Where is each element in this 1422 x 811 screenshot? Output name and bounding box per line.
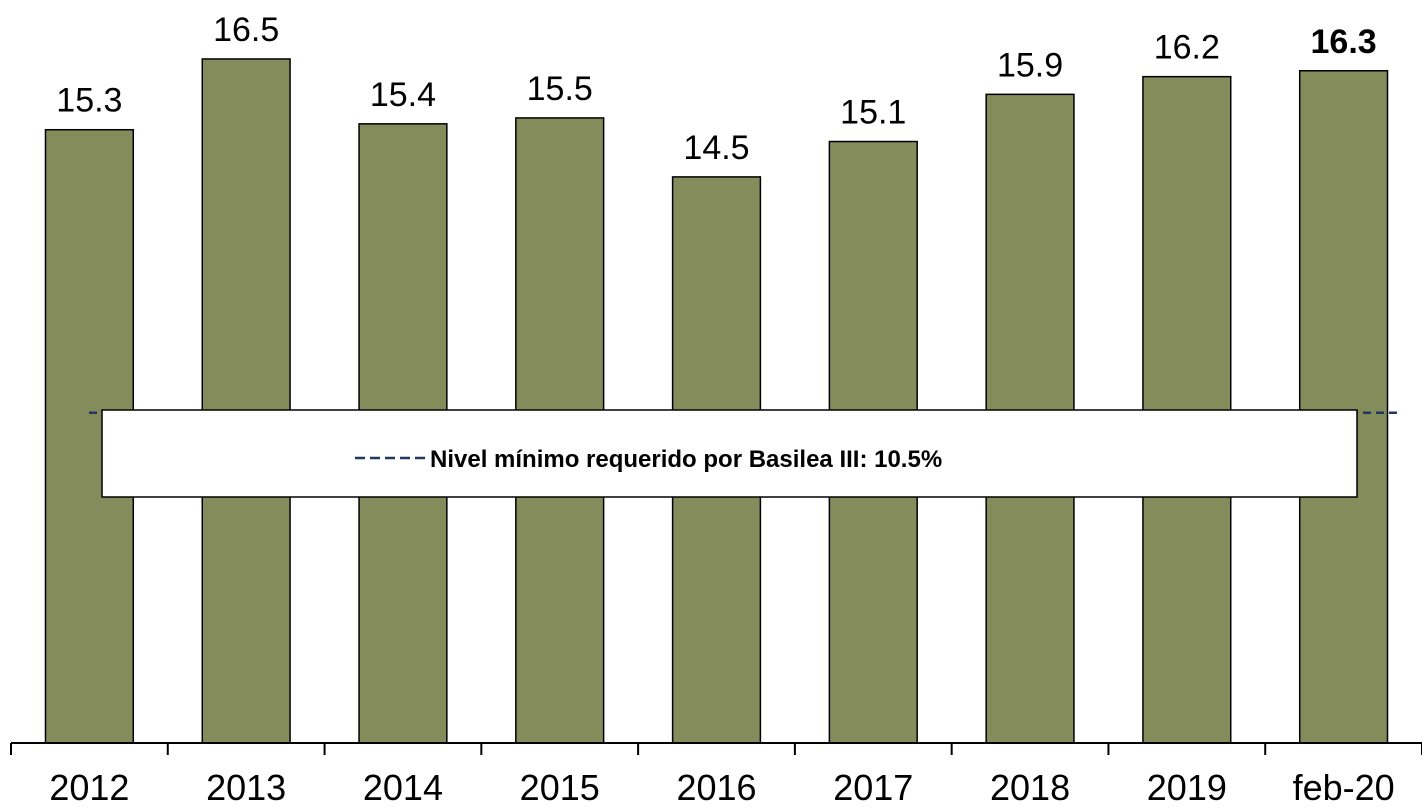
x-tick-label: 2016 [676, 767, 756, 808]
x-tick-label: 2019 [1147, 767, 1227, 808]
value-label: 15.1 [840, 94, 906, 132]
value-label: 15.3 [56, 82, 122, 120]
legend-label: Nivel mínimo requerido por Basilea III: … [430, 446, 942, 473]
bar [1298, 70, 1389, 744]
x-tick-label: 2012 [49, 767, 129, 808]
value-label: 16.2 [1154, 29, 1220, 67]
x-tick-label: 2015 [520, 767, 600, 808]
bar [201, 58, 291, 744]
x-tick-label: 2017 [833, 767, 913, 808]
x-tick-label: 2014 [363, 767, 443, 808]
value-label: 15.4 [370, 76, 436, 114]
value-label: 16.3 [1311, 23, 1377, 61]
value-label: 15.9 [997, 46, 1063, 84]
value-label: 14.5 [683, 129, 749, 167]
x-tick-label: 2018 [990, 767, 1070, 808]
value-label: 16.5 [213, 11, 279, 49]
x-tick-label: feb-20 [1293, 767, 1395, 808]
value-label: 15.5 [527, 70, 593, 108]
x-tick-label: 2013 [206, 767, 286, 808]
legend-box [101, 409, 1358, 498]
